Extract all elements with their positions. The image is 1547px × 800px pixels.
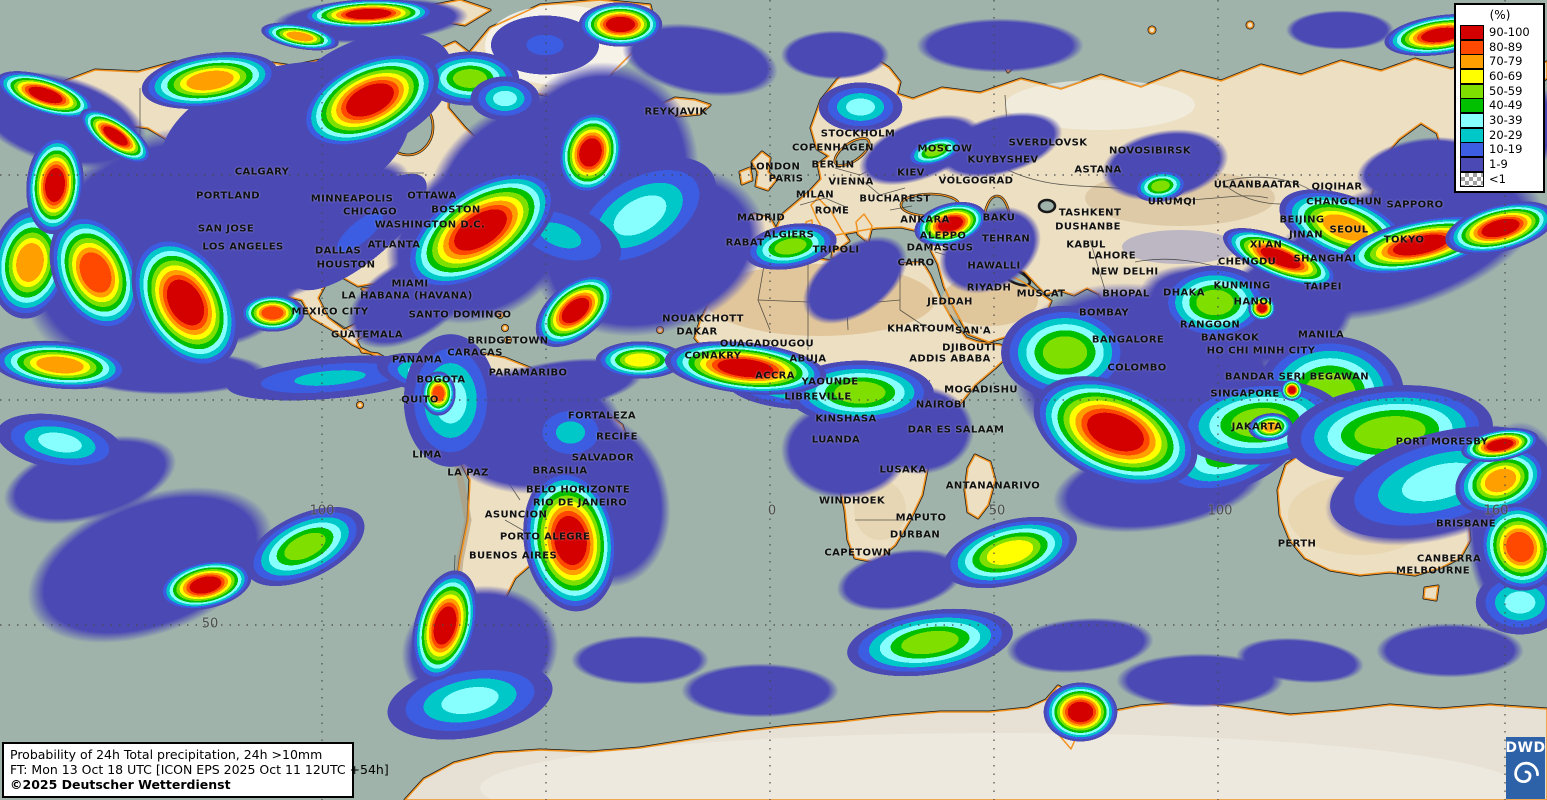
legend-item: <1 bbox=[1460, 171, 1540, 187]
legend-swatch bbox=[1460, 127, 1484, 143]
legend-label: 90-100 bbox=[1489, 24, 1530, 39]
precip-cell bbox=[1248, 295, 1276, 321]
legend-swatch bbox=[1460, 39, 1484, 55]
legend-item: 70-79 bbox=[1460, 54, 1540, 70]
precip-cell bbox=[470, 75, 540, 121]
precip-cell bbox=[527, 399, 613, 465]
precip-cell bbox=[577, 1, 663, 47]
legend-swatch bbox=[1460, 54, 1484, 70]
legend-swatch bbox=[1460, 98, 1484, 114]
precip-cell bbox=[680, 662, 840, 718]
legend-item: 80-89 bbox=[1460, 39, 1540, 55]
product-info-box: Probability of 24h Total precipitation, … bbox=[2, 742, 389, 798]
legend-item: 90-100 bbox=[1460, 24, 1540, 40]
legend-item: 10-19 bbox=[1460, 142, 1540, 158]
legend-swatch bbox=[1460, 83, 1484, 99]
legend-item: 20-29 bbox=[1460, 127, 1540, 143]
precip-cell bbox=[780, 30, 890, 80]
legend-swatch bbox=[1460, 24, 1484, 40]
copyright: ©2025 Deutscher Wetterdienst bbox=[10, 777, 231, 792]
legend-label: 1-9 bbox=[1489, 157, 1508, 172]
precip-cell bbox=[841, 597, 1019, 687]
legend-label: 30-39 bbox=[1489, 112, 1523, 127]
legend-item: 40-49 bbox=[1460, 98, 1540, 114]
legend-label: <1 bbox=[1489, 171, 1506, 186]
legend-swatch bbox=[1460, 68, 1484, 84]
dwd-logo-text: DWD bbox=[1505, 740, 1546, 756]
probability-legend: (%) 90-100 80-89 70-79 60-69 50-59 40-49 30-39… bbox=[1454, 3, 1545, 193]
precip-cell bbox=[1285, 10, 1395, 50]
precip-cell bbox=[239, 294, 305, 332]
legend-label: 10-19 bbox=[1489, 142, 1523, 157]
product-title: Probability of 24h Total precipitation, … bbox=[10, 747, 323, 762]
legend-title: (%) bbox=[1489, 8, 1511, 22]
legend-label: 70-79 bbox=[1489, 54, 1523, 69]
legend-rows: 90-100 80-89 70-79 60-69 50-59 40-49 30-39 20-2… bbox=[1460, 24, 1540, 187]
precip-cell bbox=[1281, 379, 1303, 401]
legend-swatch bbox=[1460, 142, 1484, 158]
precip-cell bbox=[1375, 622, 1525, 678]
dwd-logo: DWD bbox=[1505, 737, 1546, 799]
legend-swatch bbox=[1460, 112, 1484, 128]
legend-item: 60-69 bbox=[1460, 68, 1540, 84]
legend-item: 1-9 bbox=[1460, 157, 1540, 173]
precip-cell bbox=[570, 635, 710, 685]
legend-label: 20-29 bbox=[1489, 127, 1523, 142]
legend-label: 60-69 bbox=[1489, 68, 1523, 83]
legend-label: 50-59 bbox=[1489, 83, 1523, 98]
precip-cell bbox=[915, 17, 1085, 73]
precip-cell bbox=[817, 82, 903, 132]
legend-label: 80-89 bbox=[1489, 39, 1523, 54]
legend-item: 50-59 bbox=[1460, 83, 1540, 99]
legend-swatch bbox=[1460, 171, 1484, 187]
legend-label: 40-49 bbox=[1489, 98, 1523, 113]
forecast-time: FT: Mon 13 Oct 18 UTC [ICON EPS 2025 Oct… bbox=[10, 762, 389, 777]
legend-swatch bbox=[1460, 157, 1484, 173]
precip-cell bbox=[420, 370, 456, 416]
dwd-spiral-icon bbox=[1513, 761, 1539, 784]
precip-cell bbox=[1042, 682, 1118, 742]
legend-item: 30-39 bbox=[1460, 112, 1540, 128]
